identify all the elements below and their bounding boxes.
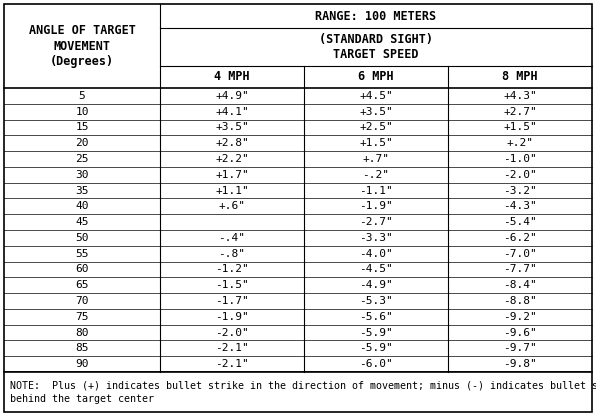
Text: 10: 10: [75, 106, 89, 116]
Text: +4.9": +4.9": [215, 91, 249, 101]
Text: +3.5": +3.5": [359, 106, 393, 116]
Text: 35: 35: [75, 186, 89, 196]
Text: 40: 40: [75, 201, 89, 211]
Text: -9.7": -9.7": [503, 343, 537, 353]
Text: -2.0": -2.0": [503, 170, 537, 180]
Text: +2.8": +2.8": [215, 138, 249, 148]
Text: -9.2": -9.2": [503, 312, 537, 322]
Text: +4.3": +4.3": [503, 91, 537, 101]
Text: -4.0": -4.0": [359, 249, 393, 259]
Text: -3.2": -3.2": [503, 186, 537, 196]
Text: +3.5": +3.5": [215, 122, 249, 132]
Text: -4.5": -4.5": [359, 265, 393, 275]
Text: -9.6": -9.6": [503, 327, 537, 337]
Text: +2.7": +2.7": [503, 106, 537, 116]
Text: -1.1": -1.1": [359, 186, 393, 196]
Text: 30: 30: [75, 170, 89, 180]
Text: -8.4": -8.4": [503, 280, 537, 290]
Text: (STANDARD SIGHT)
TARGET SPEED: (STANDARD SIGHT) TARGET SPEED: [319, 32, 433, 62]
Text: 70: 70: [75, 296, 89, 306]
Text: -5.9": -5.9": [359, 343, 393, 353]
Text: -5.9": -5.9": [359, 327, 393, 337]
Text: -.4": -.4": [219, 233, 246, 243]
Text: -8.8": -8.8": [503, 296, 537, 306]
Text: ANGLE OF TARGET
MOVEMENT
(Degrees): ANGLE OF TARGET MOVEMENT (Degrees): [29, 25, 135, 67]
Bar: [4, 4, 592, 372]
Text: 85: 85: [75, 343, 89, 353]
Text: +4.1": +4.1": [215, 106, 249, 116]
Text: -1.2": -1.2": [215, 265, 249, 275]
Text: +1.5": +1.5": [359, 138, 393, 148]
Text: 25: 25: [75, 154, 89, 164]
Text: 65: 65: [75, 280, 89, 290]
Text: 5: 5: [79, 91, 85, 101]
Text: -1.9": -1.9": [359, 201, 393, 211]
Text: 80: 80: [75, 327, 89, 337]
Text: -.8": -.8": [219, 249, 246, 259]
Text: 75: 75: [75, 312, 89, 322]
Text: -2.7": -2.7": [359, 217, 393, 227]
Text: -6.2": -6.2": [503, 233, 537, 243]
Text: 6 MPH: 6 MPH: [358, 70, 394, 84]
Text: -7.7": -7.7": [503, 265, 537, 275]
Text: +.6": +.6": [219, 201, 246, 211]
Text: -5.6": -5.6": [359, 312, 393, 322]
Text: -4.3": -4.3": [503, 201, 537, 211]
Text: -9.8": -9.8": [503, 359, 537, 369]
Text: 20: 20: [75, 138, 89, 148]
Text: 50: 50: [75, 233, 89, 243]
Text: -1.5": -1.5": [215, 280, 249, 290]
Text: +1.1": +1.1": [215, 186, 249, 196]
Text: -5.3": -5.3": [359, 296, 393, 306]
Text: -2.1": -2.1": [215, 343, 249, 353]
Text: -6.0": -6.0": [359, 359, 393, 369]
Text: 15: 15: [75, 122, 89, 132]
Text: 4 MPH: 4 MPH: [214, 70, 250, 84]
Text: -4.9": -4.9": [359, 280, 393, 290]
Text: 8 MPH: 8 MPH: [502, 70, 538, 84]
Text: 45: 45: [75, 217, 89, 227]
Text: -1.7": -1.7": [215, 296, 249, 306]
Text: -1.9": -1.9": [215, 312, 249, 322]
Text: RANGE: 100 METERS: RANGE: 100 METERS: [315, 10, 436, 22]
Text: +1.5": +1.5": [503, 122, 537, 132]
Text: +2.2": +2.2": [215, 154, 249, 164]
Text: NOTE:  Plus (+) indicates bullet strike in the direction of movement; minus (-) : NOTE: Plus (+) indicates bullet strike i…: [10, 380, 596, 404]
Text: 90: 90: [75, 359, 89, 369]
Text: +1.7": +1.7": [215, 170, 249, 180]
Text: -1.0": -1.0": [503, 154, 537, 164]
Bar: [4, 372, 592, 412]
Text: 60: 60: [75, 265, 89, 275]
Text: 55: 55: [75, 249, 89, 259]
Text: +2.5": +2.5": [359, 122, 393, 132]
Text: -5.4": -5.4": [503, 217, 537, 227]
Text: +4.5": +4.5": [359, 91, 393, 101]
Text: +.7": +.7": [362, 154, 390, 164]
Text: -2.0": -2.0": [215, 327, 249, 337]
Text: -.2": -.2": [362, 170, 390, 180]
Text: +.2": +.2": [507, 138, 533, 148]
Text: -2.1": -2.1": [215, 359, 249, 369]
Text: -3.3": -3.3": [359, 233, 393, 243]
Text: -7.0": -7.0": [503, 249, 537, 259]
